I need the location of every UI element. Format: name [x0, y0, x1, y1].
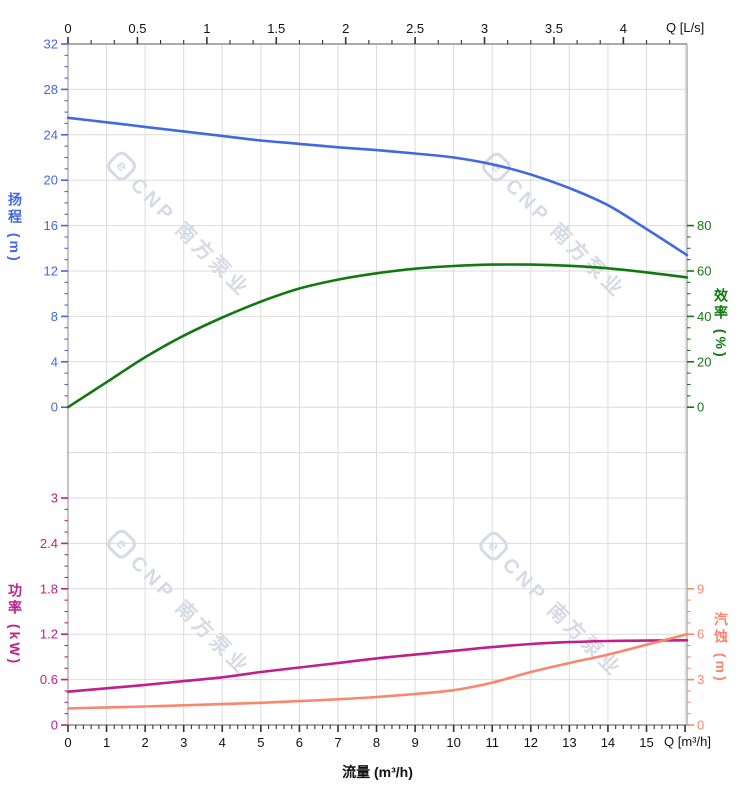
bottom-axis-unit: Q [m³/h]	[664, 734, 711, 749]
tick-label: 24	[44, 127, 58, 142]
tick-label: 15	[639, 735, 653, 750]
tick-label: 4	[51, 354, 58, 369]
top-axis: 0 0.5 1 1.5 2 2.5 3 3.5 4	[64, 21, 671, 44]
tick-label: 0	[64, 21, 71, 36]
tick-label: 1.5	[267, 21, 285, 36]
tick-label: 20	[44, 173, 58, 188]
head-curve	[66, 116, 689, 257]
tick-label: 16	[44, 218, 58, 233]
tick-label: 2.4	[40, 536, 58, 551]
tick-label: 80	[697, 218, 711, 233]
tick-label: 0.6	[40, 672, 58, 687]
tick-label: 10	[446, 735, 460, 750]
tick-label: 0	[697, 400, 704, 415]
tick-label: 5	[257, 735, 264, 750]
tick-label: 12	[44, 264, 58, 279]
tick-label: 6	[296, 735, 303, 750]
tick-label: 60	[697, 264, 711, 279]
tick-label: 0	[51, 718, 58, 733]
tick-label: 11	[485, 735, 499, 750]
tick-label: 2	[342, 21, 349, 36]
tick-label: 40	[697, 309, 711, 324]
tick-label: 3	[180, 735, 187, 750]
tick-label: 3	[51, 491, 58, 506]
npsh-curve	[66, 632, 689, 710]
tick-label: 7	[334, 735, 341, 750]
tick-label: 2.5	[406, 21, 424, 36]
tick-label: 4	[620, 21, 627, 36]
efficiency-axis-title: 效率 (%)	[713, 288, 729, 360]
tick-label: 12	[524, 735, 538, 750]
tick-label: 0	[697, 718, 704, 733]
tick-label: 28	[44, 82, 58, 97]
npsh-axis: 0 3 6 9	[687, 581, 704, 733]
tick-label: 9	[697, 581, 704, 596]
tick-label: 3	[481, 21, 488, 36]
tick-label: 3.5	[545, 21, 563, 36]
plot-frame	[67, 43, 688, 726]
tick-label: 0	[64, 735, 71, 750]
tick-label: 1	[103, 735, 110, 750]
tick-label: 0.5	[128, 21, 146, 36]
flow-axis-title: 流量 (m³/h)	[342, 764, 413, 780]
efficiency-curve	[66, 263, 689, 409]
power-axis: 0 0.6 1.2 1.8 2.4 3	[40, 491, 68, 733]
efficiency-axis: 0 20 40 60 80	[687, 218, 711, 415]
tick-label: 32	[44, 37, 58, 52]
power-axis-title: 功率 (kW)	[7, 583, 23, 667]
tick-label: 13	[562, 735, 576, 750]
tick-label: 8	[51, 309, 58, 324]
tick-label: 4	[219, 735, 226, 750]
power-curve	[66, 639, 689, 693]
tick-label: 8	[373, 735, 380, 750]
tick-label: 3	[697, 672, 704, 687]
tick-label: 6	[697, 627, 704, 642]
tick-label: 1	[203, 21, 210, 36]
head-axis-title: 扬程 (m)	[7, 192, 23, 264]
tick-label: 20	[697, 354, 711, 369]
tick-label: 14	[601, 735, 615, 750]
tick-label: 1.2	[40, 627, 58, 642]
bottom-axis: 0 1 2 3 4 5 6 7 8 9 10 11 12 13 14 15	[64, 725, 686, 750]
tick-label: 0	[51, 400, 58, 415]
top-axis-unit: Q [L/s]	[666, 20, 705, 35]
tick-label: 2	[142, 735, 149, 750]
grid-lines	[67, 43, 687, 726]
tick-label: 9	[411, 735, 418, 750]
npsh-axis-title: 汽蚀 (m)	[713, 612, 729, 684]
head-axis: 0 4 8 12 16 20 24 28 32	[44, 37, 68, 415]
tick-label: 1.8	[40, 581, 58, 596]
